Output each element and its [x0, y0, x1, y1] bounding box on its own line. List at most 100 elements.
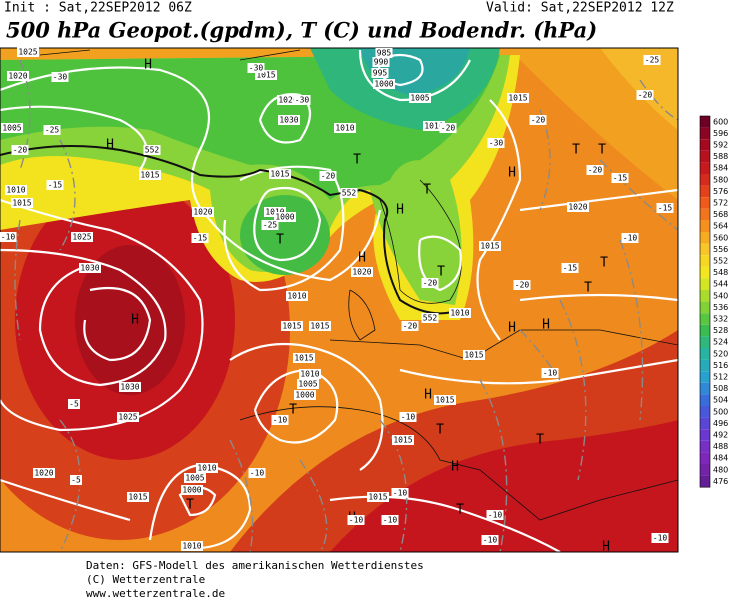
contour-label-bg — [399, 412, 417, 422]
contour-label: -20 — [638, 91, 653, 100]
contour-label: 1030 — [120, 383, 139, 392]
colorbar-label: 508 — [713, 384, 728, 393]
contour-label: 1005 — [410, 94, 429, 103]
colorbar-label: 576 — [713, 187, 728, 196]
pressure-center: T — [598, 143, 606, 158]
contour-label: 1030 — [279, 116, 298, 125]
contour-label: 1010 — [450, 309, 469, 318]
pressure-center: T — [600, 256, 608, 271]
contour-label-bg — [529, 115, 547, 125]
contour-label-bg — [401, 321, 419, 331]
contour-label-bg — [334, 123, 356, 133]
contour-label-bg — [340, 188, 358, 198]
contour-label-bg — [1, 123, 23, 133]
contour-label: -20 — [403, 322, 418, 331]
contour-label-bg — [371, 68, 389, 78]
contour-label-bg — [439, 123, 457, 133]
contour-label-bg — [561, 263, 579, 273]
contour-label-bg — [567, 202, 589, 212]
colorbar-label: 492 — [713, 431, 728, 440]
map-field — [0, 47, 679, 553]
contour-label: 1020 — [352, 268, 371, 277]
contour-label: 1020 — [8, 72, 27, 81]
colorbar-swatch — [700, 394, 710, 406]
colorbar-label: 584 — [713, 164, 728, 173]
contour-label: 985 — [377, 49, 392, 58]
contour-label-bg — [248, 468, 266, 478]
contour-label-bg — [643, 55, 661, 65]
colorbar-swatch — [700, 197, 710, 209]
contour-label-bg — [278, 115, 300, 125]
contour-label: -20 — [13, 146, 28, 155]
contour-label-bg — [375, 48, 393, 58]
colorbar-swatch — [700, 429, 710, 441]
contour-label-bg — [513, 280, 531, 290]
colorbar-label: 580 — [713, 175, 728, 184]
init-time: Init : Sat,22SEP2012 06Z — [4, 1, 192, 16]
contour-label: -20 — [423, 279, 438, 288]
pressure-center: T — [289, 403, 297, 418]
contour-label: -10 — [401, 413, 416, 422]
contour-label: -25 — [263, 221, 278, 230]
contour-label: -15 — [613, 174, 628, 183]
pressure-center: H — [396, 203, 404, 218]
pressure-center: T — [276, 233, 284, 248]
contour-label: 1015 — [393, 436, 412, 445]
pressure-center: H — [358, 251, 366, 266]
colorbar-label: 496 — [713, 419, 728, 428]
colorbar-swatch — [700, 417, 710, 430]
pressure-center: H — [602, 540, 610, 555]
contour-label-bg — [463, 350, 485, 360]
pressure-center: T — [186, 498, 194, 513]
contour-label-bg — [541, 368, 559, 378]
colorbar-label: 588 — [713, 152, 728, 161]
contour-label-bg — [277, 95, 299, 105]
contour-label: 1015 — [464, 351, 483, 360]
colorbar-swatch — [700, 127, 710, 140]
colorbar-swatch — [700, 232, 710, 244]
contour-label-bg — [70, 475, 82, 485]
colorbar-label: 564 — [713, 222, 728, 231]
pressure-center: T — [437, 265, 445, 280]
contour-label: -30 — [295, 96, 310, 105]
colorbar-label: 484 — [713, 454, 728, 463]
contour-label: 1015 — [435, 396, 454, 405]
contour-label: 1010 — [424, 122, 443, 131]
contour-label-bg — [421, 313, 439, 323]
contour-label: 995 — [373, 69, 388, 78]
contour-label-bg — [71, 232, 93, 242]
colorbar-label: 532 — [713, 315, 728, 324]
contour-label-bg — [351, 267, 373, 277]
contour-label-bg — [281, 321, 303, 331]
contour-label-bg — [586, 165, 604, 175]
contour-label-bg — [68, 399, 80, 409]
contour-label-bg — [79, 263, 101, 273]
contour-label: -20 — [588, 166, 603, 175]
contour-label: 1015 — [270, 170, 289, 179]
colorbar-label: 520 — [713, 349, 728, 358]
contour-label: -20 — [531, 116, 546, 125]
colorbar-frame — [699, 115, 711, 488]
colorbar-swatch — [700, 266, 710, 279]
contour-label: -10 — [1, 233, 16, 242]
contour-label-bg — [271, 415, 289, 425]
contour-label: -20 — [441, 124, 456, 133]
contour-label-bg — [139, 170, 161, 180]
footer-copyright: (C) Wetterzentrale — [86, 573, 205, 586]
colorbar-swatch — [700, 116, 710, 128]
pressure-center: T — [423, 183, 431, 198]
contour-label: -20 — [515, 281, 530, 290]
contour-label: 1010 — [300, 370, 319, 379]
contour-label: -10 — [383, 516, 398, 525]
contour-label: 1005 — [185, 474, 204, 483]
colorbar-swatch — [700, 324, 710, 337]
contour-label-bg — [621, 233, 639, 243]
contour-label-bg — [119, 382, 141, 392]
contour-label: -30 — [53, 73, 68, 82]
contour-label-bg — [293, 353, 315, 363]
contour-label-bg — [191, 233, 209, 243]
colorbar-label: 592 — [713, 141, 728, 150]
contour-label: 1025 — [72, 233, 91, 242]
contour-label: -10 — [273, 416, 288, 425]
